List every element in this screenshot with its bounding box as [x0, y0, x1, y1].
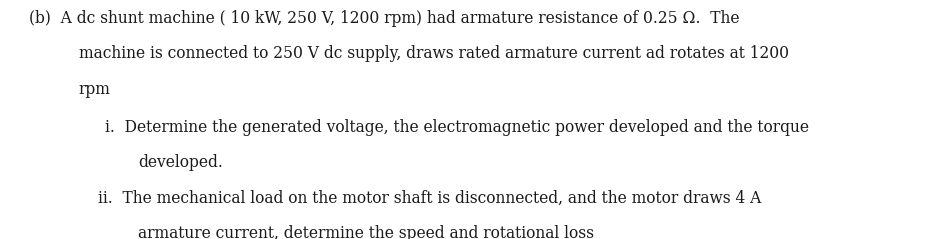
Text: rpm: rpm — [79, 81, 111, 98]
Text: developed.: developed. — [138, 154, 223, 171]
Text: armature current, determine the speed and rotational loss: armature current, determine the speed an… — [138, 225, 593, 239]
Text: (b)  A dc shunt machine ( 10 kW, 250 V, 1200 rpm) had armature resistance of 0.2: (b) A dc shunt machine ( 10 kW, 250 V, 1… — [29, 10, 739, 27]
Text: ii.  The mechanical load on the motor shaft is disconnected, and the motor draws: ii. The mechanical load on the motor sha… — [98, 190, 762, 207]
Text: i.  Determine the generated voltage, the electromagnetic power developed and the: i. Determine the generated voltage, the … — [105, 120, 808, 136]
Text: machine is connected to 250 V dc supply, draws rated armature current ad rotates: machine is connected to 250 V dc supply,… — [79, 45, 789, 62]
